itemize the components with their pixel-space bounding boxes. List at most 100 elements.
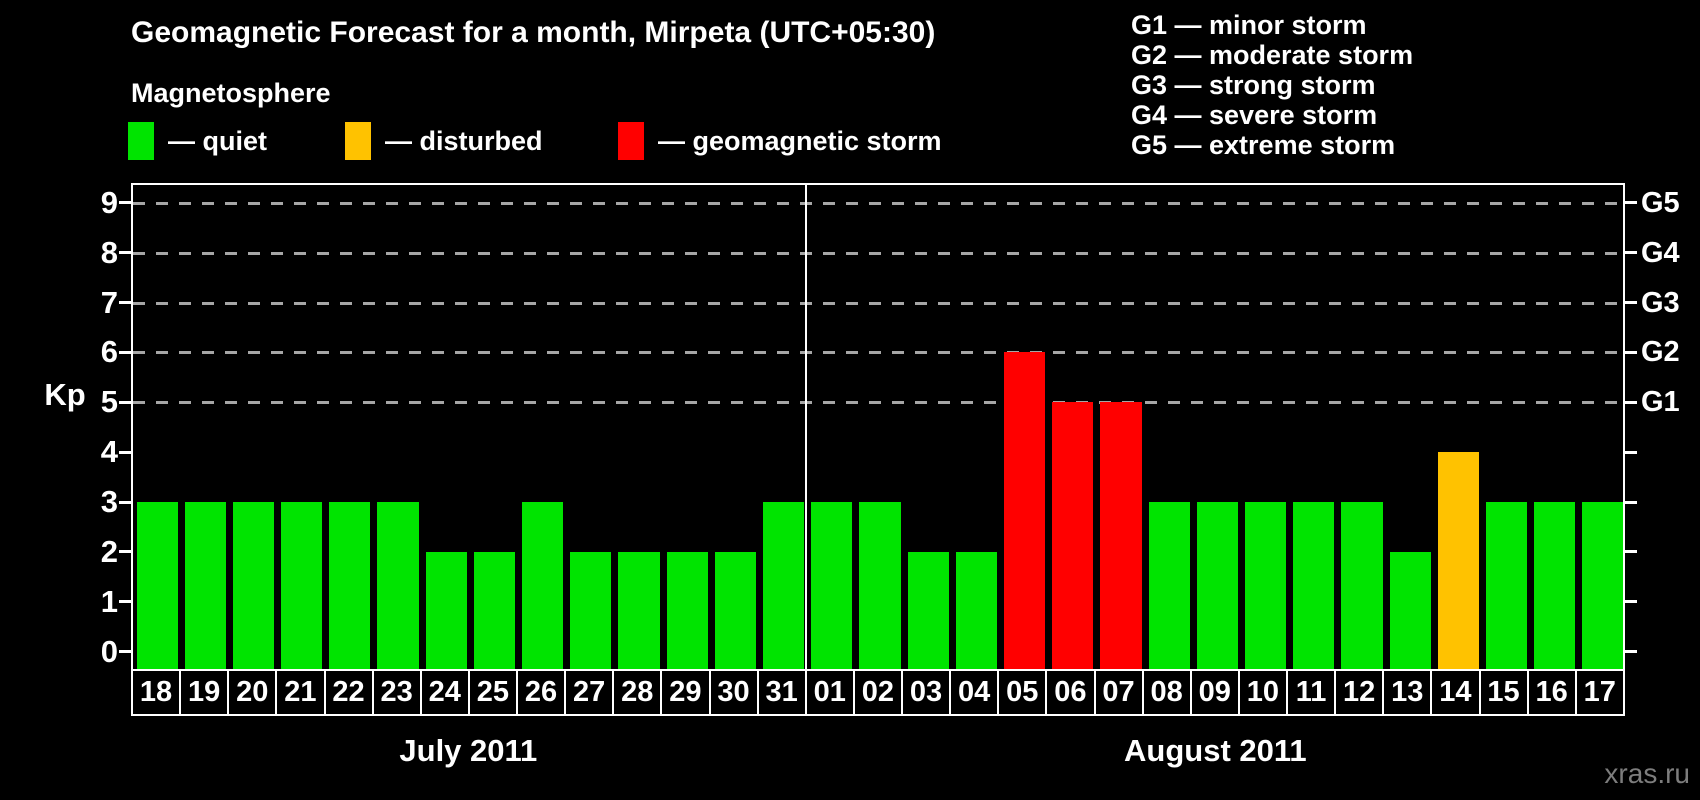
month-separator — [804, 185, 807, 669]
kp-tick-label-7: 7 — [100, 284, 118, 320]
day-label-22: 22 — [326, 671, 374, 714]
g-tick-label-G4: G4 — [1641, 236, 1680, 269]
day-label-11: 11 — [1288, 671, 1337, 714]
chart-title: Geomagnetic Forecast for a month, Mirpet… — [131, 16, 936, 49]
day-label-09: 09 — [1192, 671, 1240, 714]
kp-tick-label-1: 1 — [100, 583, 118, 619]
kp-tick-left-9 — [119, 201, 131, 205]
bar-day-06 — [1052, 402, 1094, 669]
plot-area — [131, 183, 1625, 669]
gridline-kp-8 — [133, 251, 1623, 255]
day-label-05: 05 — [999, 671, 1048, 714]
day-label-27: 27 — [566, 671, 615, 714]
gridline-kp-9 — [133, 201, 1623, 205]
bar-day-22 — [329, 502, 371, 669]
kp-tick-right-6 — [1625, 350, 1637, 354]
day-label-04: 04 — [951, 671, 1000, 714]
kp-tick-right-9 — [1625, 201, 1637, 205]
day-axis-row: 18 19 20 21 22 23 24 25 26 27 28 29 30 31 01 02 03 04 05 06… — [131, 669, 1625, 716]
kp-tick-label-9: 9 — [100, 184, 118, 220]
bar-day-11 — [1293, 502, 1335, 669]
day-label-24: 24 — [422, 671, 470, 714]
day-label-21: 21 — [277, 671, 326, 714]
bar-day-26 — [522, 502, 564, 669]
bar-day-03 — [907, 551, 949, 669]
day-label-15: 15 — [1481, 671, 1529, 714]
day-label-07: 07 — [1096, 671, 1144, 714]
g-scale-legend: G1 — minor storm G2 — moderate storm G3 — … — [1131, 10, 1413, 160]
gridline-kp-6 — [133, 351, 1623, 355]
watermark: xras.ru — [1604, 758, 1690, 789]
bar-day-04 — [955, 551, 997, 669]
bar-day-15 — [1485, 502, 1528, 669]
kp-tick-label-3: 3 — [100, 484, 118, 519]
bar-day-09 — [1196, 502, 1238, 669]
bar-day-20 — [232, 502, 275, 669]
day-label-25: 25 — [470, 671, 518, 714]
day-label-02: 02 — [855, 671, 903, 714]
g-legend-line-4: G4 — severe storm — [1131, 100, 1378, 130]
g-legend-line-2: G2 — moderate storm — [1131, 40, 1414, 70]
legend-item-quiet: — quiet — [128, 118, 267, 164]
day-label-06: 06 — [1047, 671, 1096, 714]
bar-day-14 — [1437, 452, 1479, 669]
g-legend-line-1: G1 — minor storm — [1131, 10, 1367, 40]
bar-day-01 — [811, 502, 853, 669]
kp-tick-label-6: 6 — [100, 334, 118, 370]
legend-swatch-disturbed — [345, 122, 371, 160]
kp-tick-left-1 — [119, 600, 131, 604]
bar-day-02 — [859, 502, 901, 669]
day-label-29: 29 — [662, 671, 711, 714]
kp-tick-right-5 — [1625, 400, 1637, 404]
kp-tick-right-3 — [1625, 500, 1637, 504]
kp-axis-title: Kp — [44, 376, 86, 412]
kp-tick-right-7 — [1625, 301, 1637, 305]
day-label-31: 31 — [759, 671, 807, 714]
legend-swatch-quiet — [128, 122, 154, 160]
day-label-13: 13 — [1384, 671, 1433, 714]
kp-tick-label-4: 4 — [100, 434, 118, 470]
kp-tick-label-0: 0 — [100, 633, 118, 669]
day-label-20: 20 — [229, 671, 278, 714]
legend-swatch-storm — [618, 122, 644, 160]
kp-tick-right-8 — [1625, 251, 1637, 255]
day-label-14: 14 — [1432, 671, 1481, 714]
g-tick-label-G2: G2 — [1641, 336, 1680, 369]
bar-day-30 — [714, 551, 756, 669]
kp-tick-left-5 — [119, 400, 131, 404]
bar-day-21 — [281, 502, 323, 669]
kp-tick-right-4 — [1625, 450, 1637, 454]
g-legend-line-3: G3 — strong storm — [1131, 70, 1376, 100]
bar-day-05 — [1003, 352, 1046, 669]
kp-tick-label-8: 8 — [100, 234, 118, 270]
day-label-17: 17 — [1583, 676, 1616, 708]
legend-label-storm: — geomagnetic storm — [658, 125, 942, 156]
bar-day-07 — [1100, 402, 1142, 669]
kp-tick-left-0 — [119, 650, 131, 654]
kp-tick-left-4 — [119, 450, 131, 454]
day-label-30: 30 — [711, 671, 759, 714]
g-tick-label-G5: G5 — [1641, 186, 1680, 219]
bar-day-17 — [1582, 502, 1624, 669]
bar-day-25 — [473, 551, 516, 669]
bar-day-27 — [570, 551, 612, 669]
gridline-kp-5 — [133, 401, 1623, 405]
bar-day-12 — [1341, 502, 1383, 669]
bar-day-13 — [1389, 551, 1431, 669]
kp-tick-left-6 — [119, 350, 131, 354]
kp-tick-left-3 — [119, 500, 131, 504]
bar-day-29 — [666, 551, 708, 669]
gridline-kp-7 — [133, 301, 1623, 305]
bar-day-23 — [377, 502, 419, 669]
g-tick-label-G1: G1 — [1641, 386, 1680, 419]
day-label-18: 18 — [133, 671, 182, 714]
day-label-08: 08 — [1144, 671, 1192, 714]
legend-heading: Magnetosphere — [131, 78, 331, 108]
day-label-28: 28 — [614, 671, 663, 714]
kp-tick-left-7 — [119, 301, 131, 305]
day-label-16: 16 — [1529, 671, 1577, 714]
bar-day-10 — [1244, 502, 1287, 669]
bar-day-19 — [184, 502, 226, 669]
day-label-26: 26 — [518, 671, 567, 714]
